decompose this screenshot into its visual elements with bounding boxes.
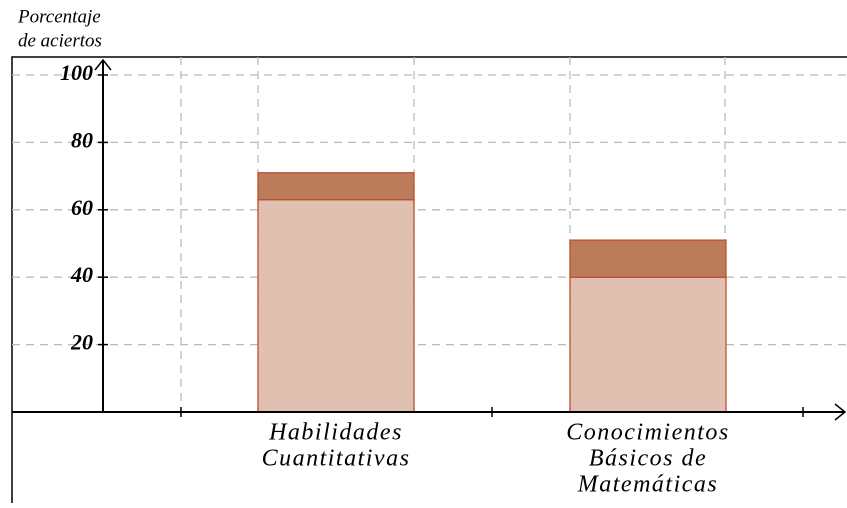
bar-segment [257,199,415,413]
y-tick-label: 100 [60,60,93,85]
y-tick-label: 20 [70,330,93,355]
y-tick-label: 80 [71,127,93,152]
y-tick-label: 60 [71,195,93,220]
bar-segment [569,239,727,278]
y-axis-label: Porcentaje [17,6,101,27]
y-axis-label: de aciertos [18,30,102,51]
x-tick-label: Matemáticas [577,472,718,498]
y-axis-arrow [94,58,112,71]
bar-segment [569,276,727,413]
x-tick-label: Básicos de [589,446,707,472]
x-axis-arrow [834,403,847,421]
bar-segment [257,172,415,201]
x-tick-label: Habilidades [268,420,403,446]
x-tick-label: Cuantitativas [262,446,411,472]
x-tick-label: Conocimientos [566,420,730,446]
y-tick-label: 40 [70,262,93,287]
